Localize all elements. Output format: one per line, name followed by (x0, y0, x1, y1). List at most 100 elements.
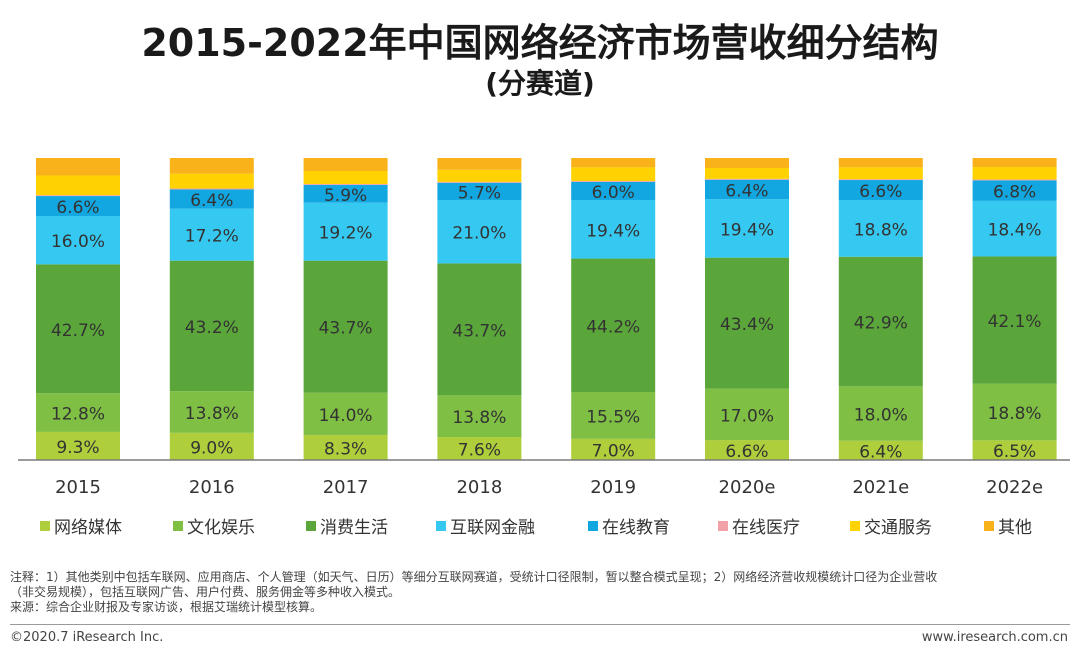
data-label: 19.4% (586, 221, 640, 241)
bar-segment (303, 158, 388, 171)
data-label: 7.6% (458, 441, 501, 461)
bar-segment (972, 158, 1057, 168)
bar-segment (838, 179, 923, 181)
bar-segment (303, 183, 388, 185)
legend-swatch (588, 521, 598, 531)
note-line-2: （非交易规模），包括互联网广告、用户付费、服务佣金等多种收入模式。 (10, 585, 401, 599)
bar-segment (838, 256, 923, 387)
legend-swatch (436, 521, 446, 531)
data-label: 14.0% (319, 406, 373, 426)
bar-segment (437, 437, 522, 460)
bar-segment (303, 184, 388, 203)
bar-segment (838, 386, 923, 441)
x-tick-label: 2015 (55, 477, 101, 498)
bar-segment (169, 173, 254, 189)
legend-label: 文化娱乐 (187, 518, 255, 538)
bar-segment (705, 440, 789, 460)
data-label: 18.0% (854, 405, 908, 425)
bar-segment (705, 199, 789, 258)
data-label: 42.7% (51, 321, 105, 341)
bar-segment (972, 440, 1057, 460)
bar-segment (303, 260, 388, 393)
bar-segment (437, 395, 522, 438)
data-label: 6.5% (993, 442, 1036, 462)
data-label: 17.2% (185, 227, 239, 247)
bar-segment (169, 158, 254, 174)
data-label: 16.0% (51, 232, 105, 252)
bar-segment (705, 257, 789, 389)
bar-segment (972, 179, 1057, 181)
bar-segment (169, 260, 254, 392)
source-line: 来源：综合企业财报及专家访谈，根据艾瑞统计模型核算。 (10, 600, 323, 614)
data-label: 21.0% (452, 224, 506, 244)
legend-swatch (718, 521, 728, 531)
legend-label: 在线教育 (602, 518, 670, 538)
data-label: 44.2% (586, 317, 640, 337)
bar-segment (36, 431, 120, 460)
data-label: 43.2% (185, 318, 239, 338)
data-label: 18.8% (988, 404, 1042, 424)
bar-segment (36, 264, 120, 394)
data-label: 18.8% (854, 220, 908, 240)
data-label: 12.8% (51, 405, 105, 425)
bar-segment (571, 199, 656, 259)
bar-segment (972, 256, 1057, 384)
legend-label: 交通服务 (864, 518, 932, 538)
data-label: 5.7% (458, 183, 501, 203)
legend-label: 消费生活 (320, 518, 388, 538)
bar-segment (571, 438, 656, 460)
data-label: 8.3% (324, 439, 367, 459)
x-tick-label: 2019 (590, 477, 636, 498)
bar-segment (36, 215, 120, 265)
bar-segment (571, 258, 656, 393)
data-label: 13.8% (185, 404, 239, 424)
bar-segment (571, 158, 656, 168)
legend-swatch (173, 521, 183, 531)
footnotes: 注释：1）其他类别中包括车联网、应用商店、个人管理（如天气、日历）等细分互联网赛… (10, 570, 1070, 615)
legend-label: 互联网金融 (450, 518, 535, 538)
data-label: 6.6% (725, 442, 768, 462)
data-label: 43.7% (319, 319, 373, 339)
bar-segment (838, 158, 923, 168)
x-tick-label: 2020e (719, 477, 776, 498)
bar-segment (36, 195, 120, 197)
data-label: 19.4% (720, 220, 774, 240)
bar-segment (571, 181, 656, 200)
bar-segment (36, 175, 120, 196)
data-label: 9.0% (190, 438, 233, 458)
bar-segment (36, 196, 120, 216)
legend-label: 其他 (998, 518, 1032, 538)
x-tick-label: 2017 (323, 477, 369, 498)
bar-segment (169, 208, 254, 261)
x-tick-label: 2018 (456, 477, 502, 498)
data-label: 9.3% (56, 438, 99, 458)
bar-segment (972, 180, 1057, 201)
data-label: 6.4% (190, 191, 233, 211)
website-text: www.iresearch.com.cn (921, 630, 1068, 645)
bar-segment (972, 167, 1057, 180)
chart-title: 2015-2022年中国网络经济市场营收细分结构 (141, 21, 939, 65)
chart-subtitle: (分赛道) (485, 67, 595, 100)
data-label: 6.4% (725, 181, 768, 201)
bar-segment (972, 200, 1057, 257)
data-label: 6.6% (859, 182, 902, 202)
bar-segment (705, 179, 789, 200)
bar-segment (838, 167, 923, 180)
bar-segment (437, 199, 522, 264)
x-tick-label: 2016 (189, 477, 235, 498)
legend-swatch (984, 521, 994, 531)
data-label: 42.1% (988, 312, 1042, 332)
bar-segment (169, 391, 254, 433)
data-label: 7.0% (592, 441, 635, 461)
bar-segment (571, 392, 656, 439)
data-label: 18.4% (988, 221, 1042, 241)
bar-segment (838, 199, 923, 257)
bar-segment (571, 167, 656, 181)
bar-segment (705, 167, 789, 179)
bar-segment (169, 188, 254, 190)
bar-segment (972, 383, 1057, 441)
legend-label: 网络媒体 (54, 518, 122, 538)
legend-label: 在线医疗 (732, 518, 800, 538)
data-label: 17.0% (720, 406, 774, 426)
bar-segment (169, 189, 254, 209)
